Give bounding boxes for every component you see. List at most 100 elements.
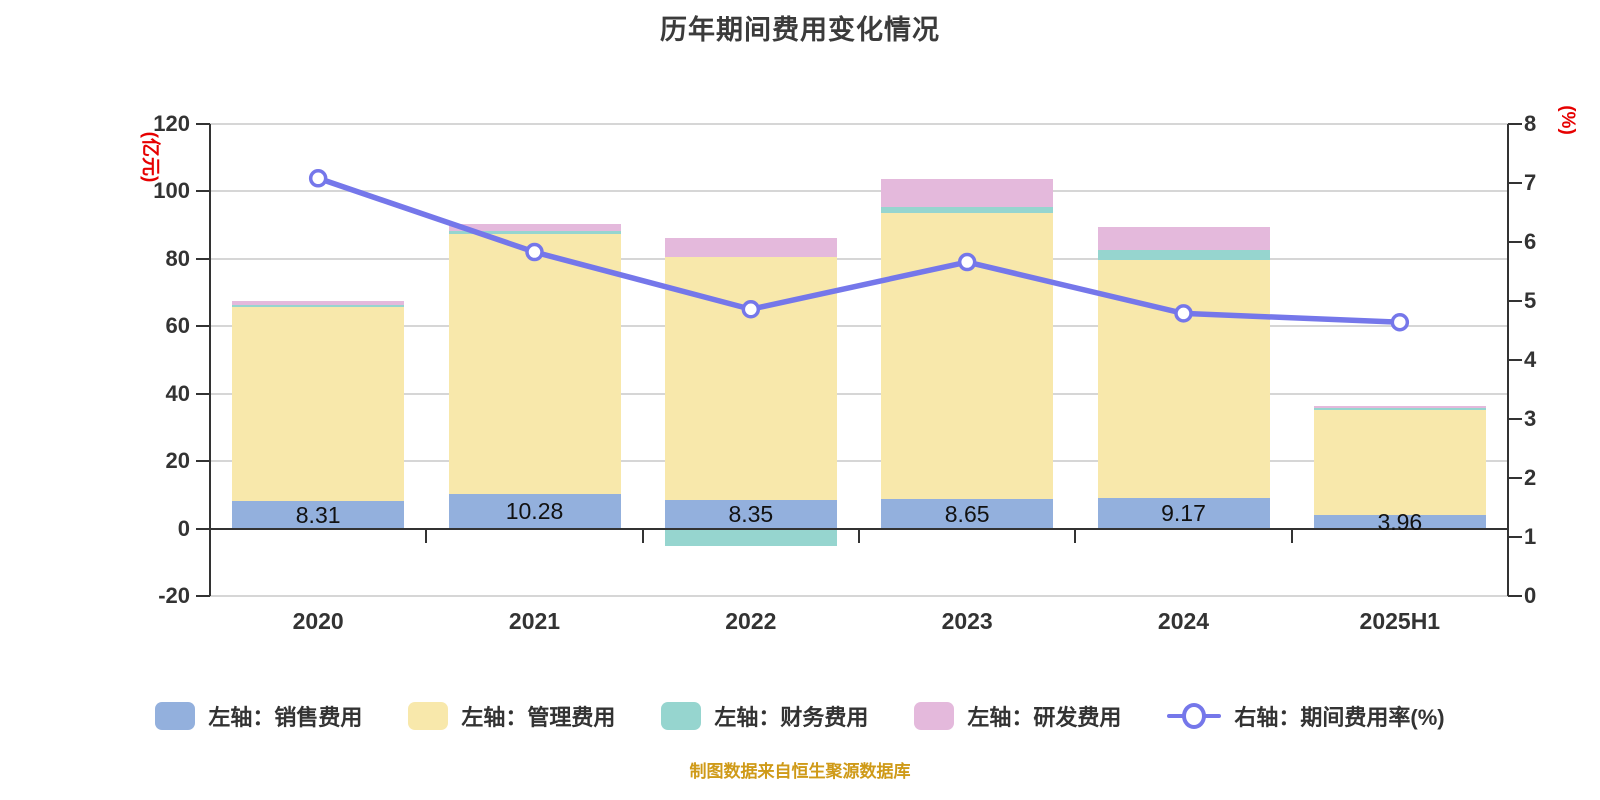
right-axis-tick xyxy=(1508,477,1522,479)
rate-line[interactable] xyxy=(315,175,1403,325)
right-axis-tick-label: 1 xyxy=(1524,524,1537,549)
bar-segment-2020[interactable] xyxy=(232,305,405,308)
bar-segment-2023[interactable] xyxy=(881,206,1054,213)
bar-segment-2020[interactable] xyxy=(232,500,405,529)
bar-segment-2024[interactable] xyxy=(1097,226,1270,250)
bar-segment-2022[interactable] xyxy=(664,500,837,529)
left-axis-tick-label: 40 xyxy=(165,380,190,406)
gridline--20 xyxy=(210,595,1508,597)
x-axis-label-2021: 2021 xyxy=(508,608,561,634)
legend: 左轴：销售费用 左轴：管理费用 左轴：财务费用 左轴：研发费用 右轴：期间费用率… xyxy=(0,700,1600,732)
left-axis-line xyxy=(209,124,211,596)
bar-segment-2021[interactable] xyxy=(448,223,621,232)
x-axis-tick xyxy=(1290,528,1293,543)
legend-label-admin: 左轴：管理费用 xyxy=(461,705,616,730)
gridline-60 xyxy=(210,325,1508,328)
x-axis-tick xyxy=(425,528,428,543)
left-axis-tick-label: 20 xyxy=(165,448,190,474)
legend-item-rate[interactable]: 右轴：期间费用率(%) xyxy=(1167,700,1445,732)
gridline-40 xyxy=(210,392,1508,395)
legend-item-sales[interactable]: 左轴：销售费用 xyxy=(155,700,362,732)
right-axis-tick-label: 0 xyxy=(1524,583,1537,608)
bar-segment-2023[interactable] xyxy=(881,499,1054,529)
bar-segment-2024[interactable] xyxy=(1097,497,1270,529)
bar-segment-2020[interactable] xyxy=(232,300,405,305)
right-axis-tick-label: 2 xyxy=(1524,465,1537,490)
x-axis-tick xyxy=(641,528,644,543)
rate-line-marker[interactable] xyxy=(741,300,761,319)
x-axis-label-2024: 2024 xyxy=(1157,608,1210,634)
bar-value-label: 3.96 xyxy=(1377,508,1423,535)
x-axis-label-2020: 2020 xyxy=(292,608,344,634)
x-axis-label-2023: 2023 xyxy=(941,608,993,634)
bar-segment-2020[interactable] xyxy=(232,307,405,501)
legend-label-sales: 左轴：销售费用 xyxy=(208,705,363,730)
legend-item-finance[interactable]: 左轴：财务费用 xyxy=(661,700,868,732)
gridline-120 xyxy=(210,123,1508,125)
bar-segment-2025H1[interactable] xyxy=(1313,405,1486,408)
bar-value-label: 8.65 xyxy=(944,500,990,527)
rate-line-marker[interactable] xyxy=(1390,312,1410,332)
bar-value-label: 9.17 xyxy=(1161,500,1206,527)
x-axis-label-2025H1: 2025H1 xyxy=(1359,608,1441,634)
admin-swatch-icon xyxy=(408,702,449,730)
legend-item-rnd[interactable]: 左轴：研发费用 xyxy=(914,700,1121,732)
bar-segment-2025H1[interactable] xyxy=(1313,515,1486,529)
left-axis-tick-label: 120 xyxy=(153,111,190,136)
left-axis-tick-label: 0 xyxy=(177,515,190,541)
bar-segment-2021[interactable] xyxy=(448,493,621,529)
bar-segment-2023[interactable] xyxy=(881,178,1054,207)
x-axis-label-2022: 2022 xyxy=(725,608,777,634)
rnd-swatch-icon xyxy=(914,702,955,730)
right-axis-tick-label: 3 xyxy=(1524,406,1537,431)
bar-segment-2021[interactable] xyxy=(448,234,621,494)
right-axis-tick xyxy=(1508,182,1522,184)
right-axis-tick xyxy=(1508,359,1522,361)
left-axis-tick xyxy=(196,595,210,597)
right-axis-tick xyxy=(1508,595,1522,597)
right-axis-tick-label: 8 xyxy=(1524,111,1537,136)
left-axis-tick-label: 100 xyxy=(153,178,190,204)
bar-segment-2025H1[interactable] xyxy=(1313,408,1486,411)
bar-segment-2022[interactable] xyxy=(664,238,837,257)
right-axis-tick xyxy=(1508,123,1522,125)
finance-swatch-icon xyxy=(661,702,702,730)
bar-segment-2024[interactable] xyxy=(1097,249,1270,260)
left-axis-tick xyxy=(196,460,210,463)
right-axis-tick-label: 7 xyxy=(1524,170,1537,195)
gridline-80 xyxy=(210,257,1508,260)
right-axis-tick-label: 5 xyxy=(1524,288,1537,313)
rate-line-marker[interactable] xyxy=(1174,304,1193,323)
gridline-100 xyxy=(210,190,1508,193)
sales-swatch-icon xyxy=(155,702,196,730)
left-axis-tick-label: -20 xyxy=(158,583,190,608)
right-axis-tick xyxy=(1508,536,1522,538)
right-axis-tick xyxy=(1508,241,1522,243)
bar-segment-2022[interactable] xyxy=(664,528,837,547)
rate-line-marker[interactable] xyxy=(957,252,977,272)
rate-line-marker-icon xyxy=(1167,702,1222,730)
left-axis-tick xyxy=(196,257,210,260)
left-axis-tick xyxy=(196,527,210,530)
left-axis-tick xyxy=(196,325,210,328)
bar-value-label: 10.28 xyxy=(505,498,564,525)
left-axis-tick-label: 80 xyxy=(165,245,190,271)
gridline-20 xyxy=(210,460,1508,463)
x-axis-tick xyxy=(1074,528,1077,543)
bar-segment-2025H1[interactable] xyxy=(1313,410,1486,516)
legend-label-finance: 左轴：财务费用 xyxy=(714,705,869,730)
chart-title: 历年期间费用变化情况 xyxy=(660,15,940,45)
right-axis-tick-label: 6 xyxy=(1524,229,1537,254)
rate-line-marker[interactable] xyxy=(525,242,544,262)
source-caption: 制图数据来自恒生聚源数据库 xyxy=(689,762,911,781)
bar-segment-2021[interactable] xyxy=(448,231,621,235)
left-axis-tick xyxy=(196,392,210,395)
rate-line-marker[interactable] xyxy=(308,169,328,188)
right-axis-tick xyxy=(1508,300,1522,302)
legend-item-admin[interactable]: 左轴：管理费用 xyxy=(408,700,615,732)
right-axis-tick-label: 4 xyxy=(1524,347,1537,372)
legend-label-rate: 右轴：期间费用率(%) xyxy=(1234,705,1445,730)
